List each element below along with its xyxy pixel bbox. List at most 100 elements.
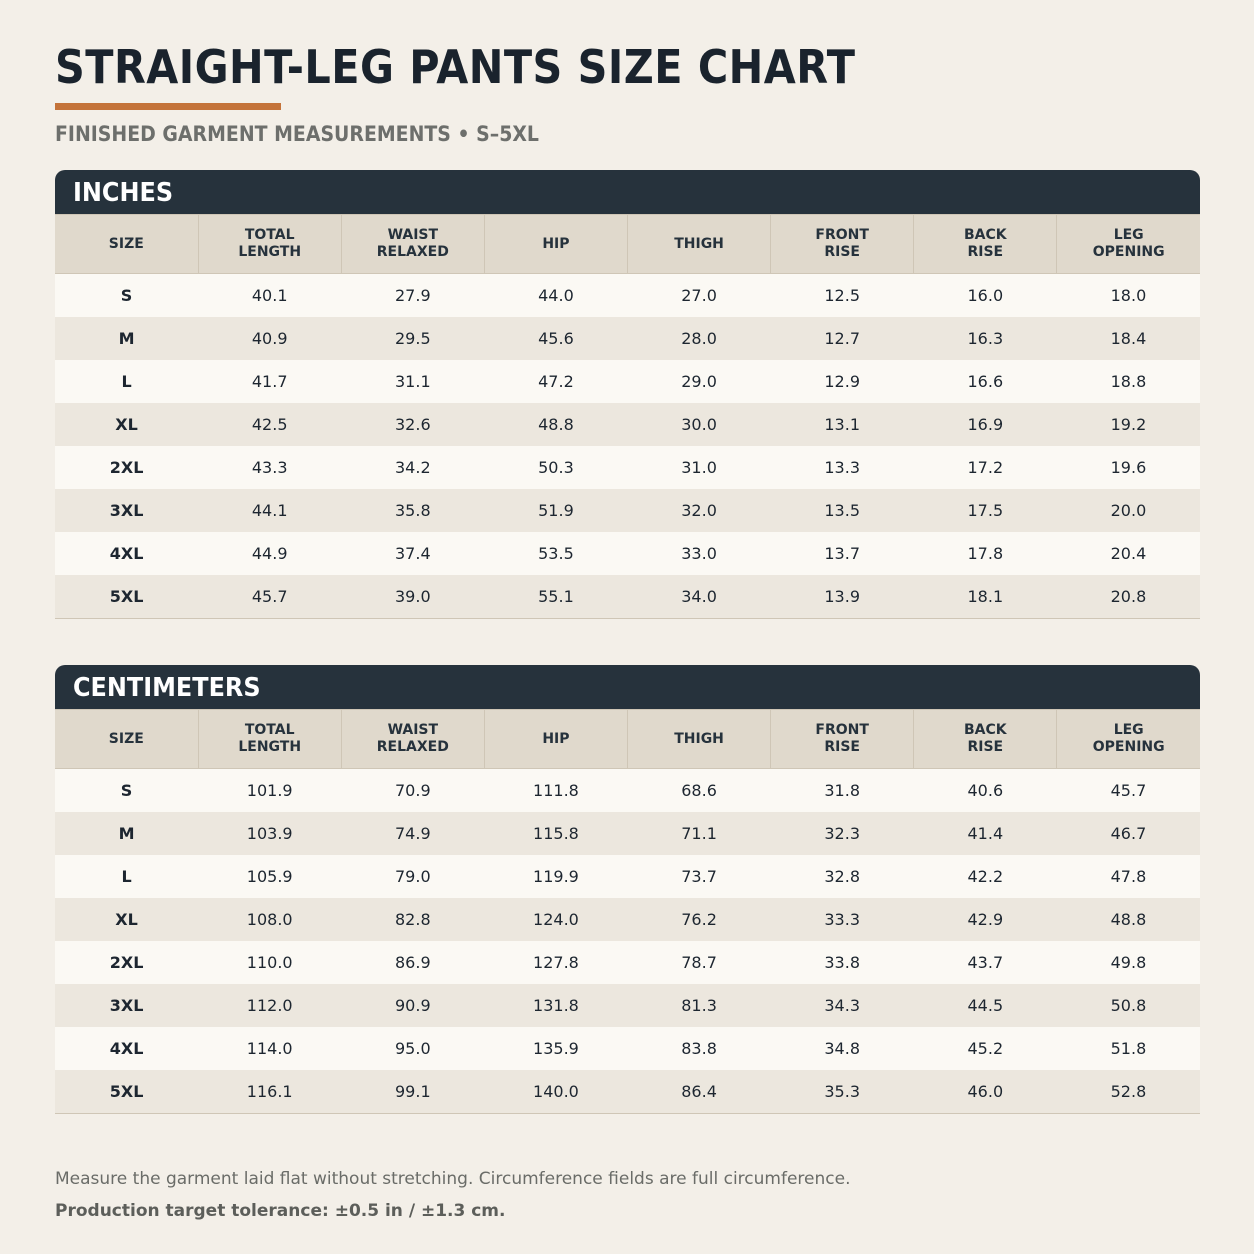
measurement-cell: 28.0 — [627, 317, 771, 360]
measurement-cell: 111.8 — [484, 768, 628, 812]
column-header-label: WAIST — [387, 722, 439, 738]
table-row: L 105.9 79.0 119.9 73.7 32.8 42.2 47.8 — [55, 855, 1200, 898]
centimeters-size-table: SIZE TOTAL LENGTH WAIST RELAXED HIP THIGH FRONT… — [55, 709, 1200, 1114]
measurement-cell: 16.6 — [913, 360, 1057, 403]
measurement-cell: 12.9 — [770, 360, 914, 403]
measurement-cell: 32.6 — [341, 403, 485, 446]
measurement-cell: 18.4 — [1056, 317, 1200, 360]
measurement-cell: 34.3 — [770, 984, 914, 1027]
measurement-cell: 41.4 — [913, 812, 1057, 855]
size-cell: 5XL — [55, 1070, 199, 1114]
column-header-label: HIP — [542, 235, 570, 252]
measurement-cell: 131.8 — [484, 984, 628, 1027]
measurement-cell: 49.8 — [1056, 941, 1200, 984]
measurement-cell: 73.7 — [627, 855, 771, 898]
table-header-row: SIZE TOTAL LENGTH WAIST RELAXED HIP THIGH FRONT… — [55, 214, 1200, 274]
size-cell: 3XL — [55, 489, 199, 532]
measurement-cell: 17.8 — [913, 532, 1057, 575]
column-header-label: LEG — [1113, 722, 1144, 738]
column-header: THIGH — [626, 214, 771, 274]
measurement-cell: 44.1 — [198, 489, 342, 532]
measurement-cell: 32.3 — [770, 812, 914, 855]
measurement-cell: 71.1 — [627, 812, 771, 855]
measurement-cell: 19.6 — [1056, 446, 1200, 489]
measurement-notes: Measure the garment laid flat without st… — [55, 1167, 850, 1231]
column-header: THIGH — [626, 709, 771, 769]
measurement-cell: 31.1 — [341, 360, 485, 403]
table-row: 5XL 116.1 99.1 140.0 86.4 35.3 46.0 52.8 — [55, 1070, 1200, 1114]
measurement-cell: 13.1 — [770, 403, 914, 446]
measure-note: Measure the garment laid flat without st… — [55, 1169, 851, 1189]
measurement-cell: 74.9 — [341, 812, 485, 855]
measurement-cell: 95.0 — [341, 1027, 485, 1070]
measurement-cell: 135.9 — [484, 1027, 628, 1070]
table-row: 5XL 45.7 39.0 55.1 34.0 13.9 18.1 20.8 — [55, 575, 1200, 619]
centimeters-section-header: CENTIMETERS — [55, 665, 1200, 709]
size-cell: M — [55, 317, 199, 360]
size-cell: 2XL — [55, 446, 199, 489]
measurement-cell: 16.3 — [913, 317, 1057, 360]
size-cell: 5XL — [55, 575, 199, 619]
size-cell: L — [55, 360, 199, 403]
measurement-cell: 112.0 — [198, 984, 342, 1027]
inches-section-title: INCHES — [73, 178, 174, 208]
size-cell: XL — [55, 403, 199, 446]
measurement-cell: 43.3 — [198, 446, 342, 489]
size-cell: S — [55, 768, 199, 812]
size-cell: 4XL — [55, 1027, 199, 1070]
measurement-cell: 35.3 — [770, 1070, 914, 1114]
column-header-label: THIGH — [674, 235, 724, 252]
measurement-cell: 45.7 — [1056, 768, 1200, 812]
measurement-cell: 41.7 — [198, 360, 342, 403]
measurement-cell: 47.2 — [484, 360, 628, 403]
size-cell: 2XL — [55, 941, 199, 984]
column-header-label: RISE — [967, 739, 1004, 755]
measurement-cell: 116.1 — [198, 1070, 342, 1114]
column-header-label: RISE — [967, 244, 1004, 260]
table-row: XL 108.0 82.8 124.0 76.2 33.3 42.9 48.8 — [55, 898, 1200, 941]
measurement-cell: 13.3 — [770, 446, 914, 489]
measurement-cell: 78.7 — [627, 941, 771, 984]
measurement-cell: 27.9 — [341, 273, 485, 317]
measurement-cell: 43.7 — [913, 941, 1057, 984]
centimeters-section-title: CENTIMETERS — [73, 673, 261, 703]
measurement-cell: 70.9 — [341, 768, 485, 812]
column-header-label: SIZE — [108, 730, 144, 747]
measurement-cell: 20.0 — [1056, 489, 1200, 532]
measurement-cell: 18.1 — [913, 575, 1057, 619]
measurement-cell: 31.8 — [770, 768, 914, 812]
table-row: 3XL 44.1 35.8 51.9 32.0 13.5 17.5 20.0 — [55, 489, 1200, 532]
measurement-cell: 16.0 — [913, 273, 1057, 317]
measurement-cell: 79.0 — [341, 855, 485, 898]
measurement-cell: 82.8 — [341, 898, 485, 941]
measurement-cell: 45.2 — [913, 1027, 1057, 1070]
title-accent-bar — [55, 103, 281, 110]
measurement-cell: 40.9 — [198, 317, 342, 360]
column-header-label: FRONT — [815, 227, 869, 243]
tolerance-note: Production target tolerance: ±0.5 in / ±… — [55, 1201, 506, 1221]
table-row: L 41.7 31.1 47.2 29.0 12.9 16.6 18.8 — [55, 360, 1200, 403]
measurement-cell: 68.6 — [627, 768, 771, 812]
measurement-cell: 18.0 — [1056, 273, 1200, 317]
measurement-cell: 45.6 — [484, 317, 628, 360]
measurement-cell: 37.4 — [341, 532, 485, 575]
measurement-cell: 124.0 — [484, 898, 628, 941]
measurement-cell: 52.8 — [1056, 1070, 1200, 1114]
measurement-cell: 39.0 — [341, 575, 485, 619]
column-header-label: RELAXED — [376, 739, 449, 755]
measurement-cell: 16.9 — [913, 403, 1057, 446]
column-header-label: LENGTH — [238, 739, 302, 755]
size-cell: XL — [55, 898, 199, 941]
inches-table-block: INCHES SIZE TOTAL LENGTH WAIST RELAXED HIP THI… — [55, 170, 1200, 619]
measurement-cell: 33.0 — [627, 532, 771, 575]
measurement-cell: 17.5 — [913, 489, 1057, 532]
table-row: 4XL 44.9 37.4 53.5 33.0 13.7 17.8 20.4 — [55, 532, 1200, 575]
measurement-cell: 42.2 — [913, 855, 1057, 898]
measurement-cell: 45.7 — [198, 575, 342, 619]
measurement-cell: 44.9 — [198, 532, 342, 575]
column-header-label: RISE — [824, 244, 860, 260]
measurement-cell: 110.0 — [198, 941, 342, 984]
measurement-cell: 18.8 — [1056, 360, 1200, 403]
measurement-cell: 13.5 — [770, 489, 914, 532]
measurement-cell: 31.0 — [627, 446, 771, 489]
